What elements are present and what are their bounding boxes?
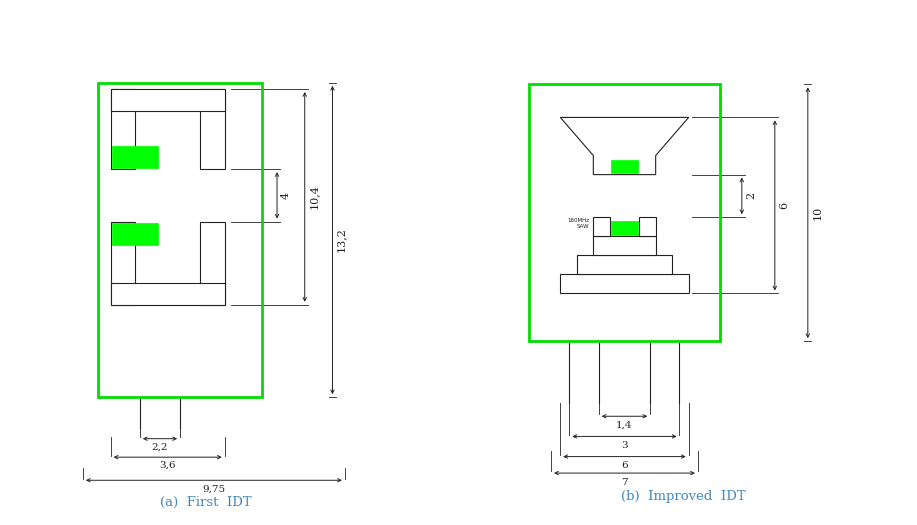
Bar: [560, 275, 689, 293]
Bar: [200, 89, 225, 169]
Bar: [593, 217, 610, 236]
Text: 10: 10: [812, 206, 823, 220]
Bar: [98, 83, 261, 397]
Bar: [529, 85, 720, 341]
Bar: [112, 146, 159, 167]
Text: 6: 6: [779, 202, 790, 209]
Text: 7: 7: [621, 478, 628, 487]
Bar: [612, 160, 637, 173]
Bar: [111, 89, 136, 169]
Bar: [111, 89, 225, 111]
Bar: [639, 217, 656, 236]
Bar: [200, 222, 225, 304]
Bar: [593, 236, 656, 255]
Text: 2: 2: [746, 192, 757, 200]
Bar: [111, 222, 136, 304]
Bar: [112, 223, 159, 245]
Bar: [612, 222, 637, 235]
Text: 3: 3: [621, 441, 628, 450]
Text: 13,2: 13,2: [337, 228, 346, 253]
Text: 6: 6: [621, 461, 628, 470]
Text: 1,4: 1,4: [616, 421, 633, 429]
Text: 10,4: 10,4: [308, 184, 318, 209]
Text: 9,75: 9,75: [203, 485, 226, 494]
Bar: [111, 283, 225, 304]
Text: 4: 4: [281, 192, 291, 199]
Text: 3,6: 3,6: [160, 461, 176, 470]
Text: (b)  Improved  IDT: (b) Improved IDT: [621, 490, 746, 502]
Bar: [577, 255, 672, 275]
Text: 2,2: 2,2: [151, 443, 168, 452]
Text: 160MHz
SAW: 160MHz SAW: [568, 218, 590, 229]
Polygon shape: [560, 118, 689, 175]
Text: (a)  First  IDT: (a) First IDT: [160, 496, 252, 509]
